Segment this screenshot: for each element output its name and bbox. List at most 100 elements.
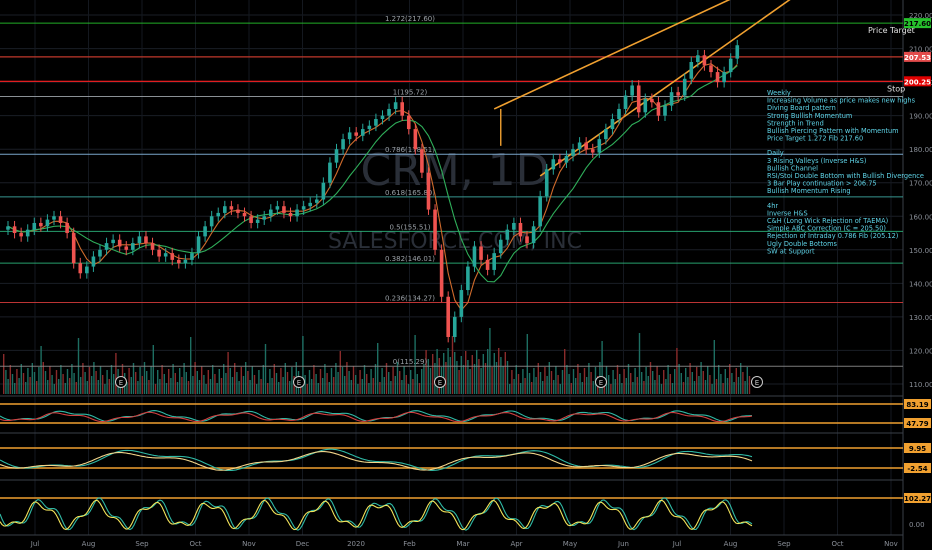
volume-bar [669, 374, 671, 394]
volume-bar [680, 373, 682, 394]
candle-body [571, 149, 575, 156]
volume-bar [608, 375, 610, 394]
candle-body [669, 92, 674, 106]
volume-bar [40, 346, 42, 394]
volume-bar [141, 376, 143, 394]
volume-bar [535, 377, 537, 394]
candle-body [242, 212, 247, 217]
volume-bar [575, 378, 577, 394]
note-line: Diving Board pattern [767, 104, 836, 112]
volume-bar [306, 384, 308, 394]
earnings-marker[interactable] [115, 376, 127, 388]
osc1-upper-badge [904, 399, 931, 409]
moving-averages [7, 63, 738, 312]
fib-retracement[interactable]: 1.272(217.60) 1(195.72) 0.786(178.51) 0.618… [0, 15, 903, 367]
earnings-marker[interactable] [293, 376, 305, 388]
fib-label: 1(195.72) [393, 88, 428, 96]
note-line: Weekly [767, 89, 791, 97]
volume-bar [579, 373, 581, 394]
candle-body [735, 45, 740, 59]
volume-bar [537, 363, 539, 394]
volume-bar [577, 364, 579, 394]
volume-bar [319, 369, 322, 394]
volume-bar [227, 352, 229, 394]
volume-bar [355, 375, 357, 394]
volume-bar [711, 384, 713, 394]
volume-bar [707, 366, 709, 394]
earnings-marker-label: E [755, 379, 759, 387]
volume-bar [731, 373, 733, 394]
volume-bar [696, 367, 698, 394]
note-line: Strong Bullish Momentum [767, 112, 852, 120]
volume-bar [645, 367, 647, 394]
volume-bar [619, 374, 621, 394]
candle-body [709, 65, 713, 73]
candle-body [328, 162, 332, 183]
volume-bar [71, 364, 73, 394]
volume-bar [187, 381, 190, 394]
time-tick-label: Nov [242, 540, 256, 548]
volume-bar [385, 363, 388, 394]
volume-bar [330, 368, 333, 394]
volume-bar [66, 369, 69, 394]
volume-bar [344, 376, 346, 394]
volume-bar [630, 373, 632, 394]
candle-body [295, 209, 299, 217]
channel-lines[interactable] [493, 0, 796, 177]
candle-body [71, 233, 76, 264]
note-line: Strength in Trend [767, 119, 824, 127]
earnings-marker[interactable] [751, 376, 763, 388]
volume-bar [498, 348, 500, 394]
candle-body [413, 129, 418, 150]
channel-line[interactable] [493, 0, 739, 110]
time-axis[interactable]: Jul Aug Sep Oct Nov Dec 2020 Feb Mar Apr May Jun Jul… [30, 540, 898, 548]
volume-bar [115, 353, 117, 394]
candle-body [485, 259, 490, 270]
volume-bar [636, 377, 638, 394]
volume-bar [38, 367, 40, 394]
candle-body [656, 102, 661, 116]
volume-bar [317, 383, 319, 394]
volume-bar [260, 379, 262, 394]
volume-bar [678, 364, 680, 394]
candle-body [196, 236, 201, 254]
candle-body [452, 316, 457, 337]
note-line: 4hr [767, 202, 778, 210]
fib-label: 0.236(134.27) [385, 295, 435, 303]
candle-body [518, 222, 523, 237]
earnings-marker[interactable] [434, 376, 446, 388]
volume-bar [357, 384, 359, 394]
candle-body [216, 212, 221, 217]
channel-line[interactable] [539, 0, 796, 177]
candle-body [269, 209, 273, 217]
volume-bar [671, 383, 674, 394]
price-tick-label: 190.00 [909, 113, 932, 121]
earnings-marker[interactable] [595, 376, 607, 388]
volume-bar [273, 364, 275, 394]
candle-body [321, 182, 326, 200]
fib-label: 0.618(165.80) [385, 189, 435, 197]
volume-bar [135, 372, 137, 394]
volume-bar [506, 361, 509, 394]
candle-body [170, 253, 175, 260]
volume-bar [691, 372, 693, 394]
candle-body [98, 249, 102, 257]
candle-body [137, 236, 142, 244]
volume-bar [289, 381, 291, 394]
volume-bar [625, 378, 627, 394]
volume-bar [614, 379, 616, 394]
volume-bar [324, 364, 326, 394]
candle-body [111, 239, 115, 244]
volume-bar [484, 363, 487, 394]
fib-label: 1.272(217.60) [385, 15, 435, 23]
volume-bar [396, 362, 399, 394]
volume-bar [203, 375, 205, 394]
candle-body [78, 263, 83, 274]
volume-bar [394, 376, 396, 394]
volume-bar [7, 379, 9, 394]
volume-bar [544, 367, 546, 394]
volume-bar [284, 363, 286, 394]
